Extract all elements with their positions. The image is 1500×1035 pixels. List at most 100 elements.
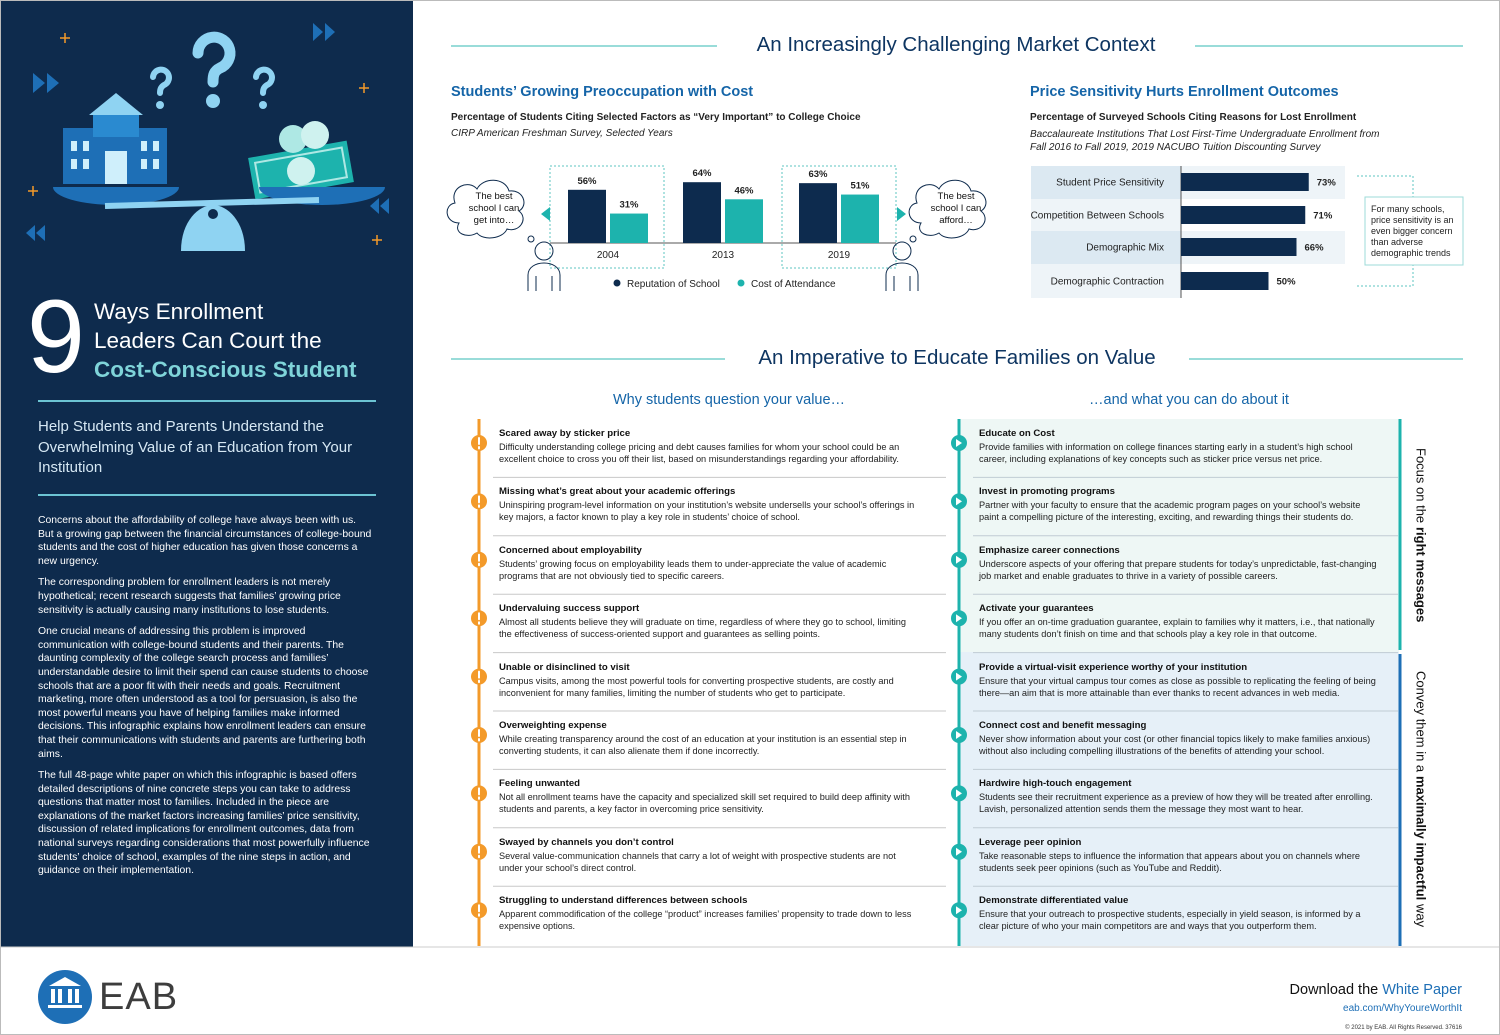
- solution-title: Connect cost and benefit messaging: [979, 720, 1147, 731]
- solution-text: Partner with your faculty to ensure that…: [979, 500, 1361, 523]
- problem-text: Difficulty understanding college pricing…: [499, 442, 900, 464]
- side-label-text: Focus on the: [1413, 448, 1429, 524]
- x-tick-label: 2004: [597, 250, 620, 261]
- x-tick-label: 2013: [712, 250, 735, 261]
- solution-title: Educate on Cost: [979, 428, 1055, 439]
- bar: [1181, 173, 1309, 191]
- play-mark: [956, 731, 962, 739]
- title-line: Leaders Can Court the: [94, 328, 322, 353]
- row-stripe: [1031, 231, 1181, 264]
- brand: EAB: [99, 976, 179, 1018]
- problem-title: Swayed by channels you don’t control: [499, 836, 674, 848]
- legend-label: Cost of Attendance: [751, 279, 836, 290]
- connector: [1357, 175, 1414, 287]
- solution-text: Never show information about your cost (…: [979, 734, 1371, 756]
- bubble-text: The best school I can afford…: [930, 191, 982, 226]
- bubble-text: The best school I can get into…: [468, 191, 520, 226]
- problem-title: Unable or disinclined to visit: [499, 661, 630, 673]
- data-label: 31%: [619, 200, 639, 211]
- url: eab.com/WhyYoureWorthIt: [1343, 1003, 1462, 1014]
- paragraph: Concerns about the affordability of coll…: [38, 515, 372, 567]
- play-mark: [956, 847, 962, 856]
- logo-building: [48, 977, 82, 1008]
- y-tick-label: Competition Between Schools: [1031, 211, 1164, 222]
- chart-source: CIRP American Freshman Survey, Selected …: [451, 128, 673, 139]
- play-mark: [956, 555, 962, 564]
- solution-title: Activate your guarantees: [979, 603, 1094, 615]
- problem-title: Scared away by sticker price: [499, 428, 631, 439]
- data-label: 64%: [692, 168, 712, 179]
- plus-icons: [28, 33, 382, 245]
- side-label-emphasis: right messages: [1413, 527, 1429, 623]
- copyright: © 2021 by EAB. All Rights Reserved. 3761…: [1345, 1025, 1462, 1031]
- section-title: An Increasingly Challenging Market Conte…: [756, 33, 1156, 56]
- data-label: 71%: [1313, 211, 1333, 222]
- speech-cloud: [446, 179, 987, 243]
- solution-text: Provide families with information on col…: [979, 442, 1353, 464]
- solution-text: Take reasonable steps to influence the i…: [979, 850, 1361, 873]
- problem-text: Not all enrollment teams have the capaci…: [499, 792, 910, 815]
- problem-title: Feeling unwanted: [499, 778, 581, 790]
- download-link: White Paper: [1382, 982, 1462, 998]
- data-label: 50%: [1277, 277, 1297, 288]
- paragraph: The corresponding problem for enrollment…: [38, 577, 341, 616]
- section-title: An Imperative to Educate Families on Val…: [758, 346, 1156, 369]
- side-label-emphasis: maximally impactful: [1413, 775, 1429, 901]
- x-tick-label: 2019: [828, 250, 851, 261]
- chart-subtitle: Percentage of Students Citing Selected F…: [451, 112, 861, 123]
- data-label: 51%: [850, 181, 870, 192]
- panel-bg: [959, 652, 1399, 946]
- play-mark: [956, 672, 962, 681]
- problem-title: Undervaluing success support: [499, 603, 640, 615]
- big-number: 9: [27, 279, 85, 395]
- bar: [799, 183, 837, 243]
- solution-title: Leverage peer opinion: [979, 836, 1082, 848]
- row-stripe: [1031, 166, 1181, 199]
- side-label-text: Convey them in a: [1413, 670, 1429, 772]
- bar: [725, 199, 763, 243]
- title-line: Ways Enrollment: [94, 299, 264, 324]
- data-label: 73%: [1317, 178, 1337, 189]
- problem-text: Several value-communication channels tha…: [499, 850, 896, 873]
- legend-label: Reputation of School: [627, 279, 720, 290]
- bar: [568, 189, 606, 243]
- problem-title: Struggling to understand differences bet…: [499, 895, 748, 907]
- problem-text: Apparent commodification of the college …: [499, 909, 912, 932]
- logo: [38, 970, 92, 1024]
- money-icon: [248, 121, 354, 200]
- arrow-icons: [26, 23, 389, 241]
- y-tick-label: Demographic Mix: [1086, 243, 1164, 254]
- problem-text: Students’ growing focus on employability…: [499, 558, 887, 581]
- chart-source: Baccalaureate Institutions That Lost Fir…: [1030, 129, 1380, 153]
- side-label: Convey them in a maximally impactful way: [1407, 652, 1435, 946]
- play-mark: [956, 906, 962, 915]
- play-mark: [956, 614, 962, 623]
- solution-title: Provide a virtual-visit experience worth…: [979, 661, 1248, 673]
- play-mark: [956, 439, 962, 447]
- bar: [610, 213, 648, 243]
- solution-text: Students see their recruitment experienc…: [979, 792, 1373, 815]
- problem-text: Campus visits, among the most powerful t…: [499, 675, 894, 698]
- legend-swatch: [613, 279, 621, 287]
- note: For many schools, price sensitivity is a…: [1371, 204, 1454, 258]
- student-figure: [527, 241, 919, 291]
- download-text: Download the: [1289, 982, 1379, 998]
- data-label: 46%: [734, 185, 754, 196]
- column-header: Why students question your value…: [612, 392, 846, 408]
- y-tick-label: Student Price Sensitivity: [1056, 178, 1164, 189]
- solution-text: Underscore aspects of your offering that…: [979, 558, 1377, 581]
- solution-title: Emphasize career connections: [979, 544, 1120, 556]
- highlight-frame: [781, 165, 897, 269]
- bar: [1181, 238, 1297, 256]
- problem-text: Uninspiring program-level information on…: [499, 500, 915, 523]
- side-label-text: way: [1413, 904, 1429, 928]
- solution-title: Hardwire high-touch engagement: [979, 778, 1132, 790]
- problem-title: Overweighting expense: [499, 720, 607, 731]
- data-label: 66%: [1305, 243, 1325, 254]
- solution-title: Demonstrate differentiated value: [979, 895, 1129, 907]
- sidebar-body: Concerns about the affordability of coll…: [38, 514, 374, 886]
- chart-title: Price Sensitivity Hurts Enrollment Outco…: [1030, 84, 1339, 100]
- pointer: [541, 207, 550, 221]
- solution-title: Invest in promoting programs: [979, 486, 1115, 498]
